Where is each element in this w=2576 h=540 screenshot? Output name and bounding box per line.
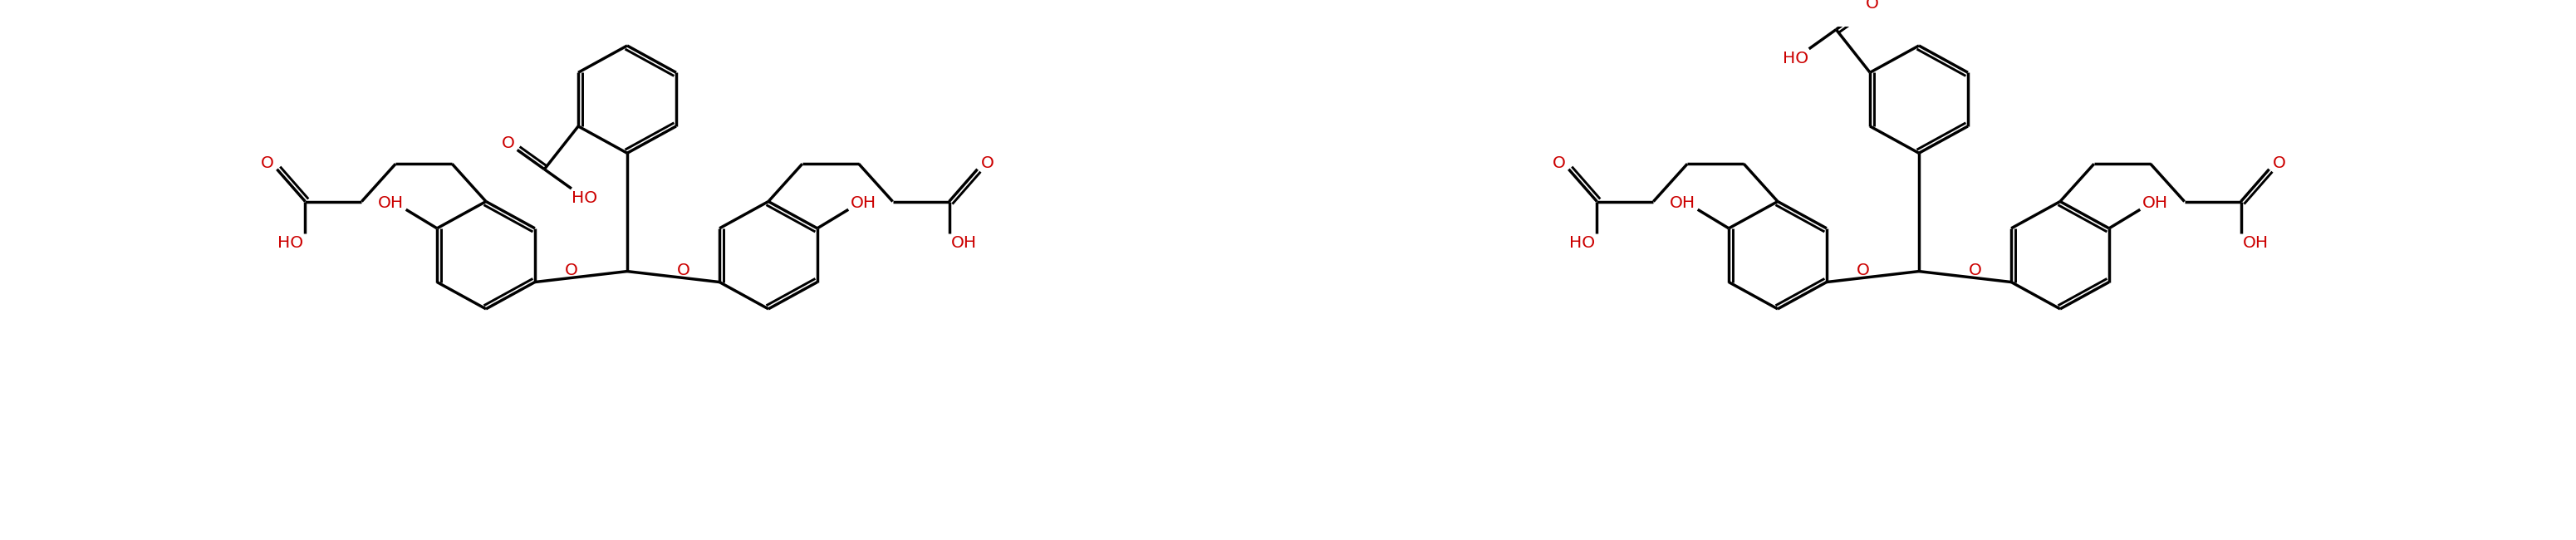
Text: HO: HO bbox=[278, 235, 304, 251]
Text: OH: OH bbox=[1669, 195, 1695, 211]
Text: O: O bbox=[564, 262, 577, 278]
Text: OH: OH bbox=[2143, 195, 2169, 211]
Text: HO: HO bbox=[1783, 50, 1808, 66]
Text: HO: HO bbox=[1569, 235, 1595, 251]
Text: OH: OH bbox=[951, 235, 976, 251]
Text: O: O bbox=[1857, 262, 1870, 278]
Text: OH: OH bbox=[850, 195, 876, 211]
Text: O: O bbox=[260, 155, 273, 171]
Text: OH: OH bbox=[2244, 235, 2269, 251]
Text: O: O bbox=[981, 155, 994, 171]
Text: O: O bbox=[1865, 0, 1878, 11]
Text: O: O bbox=[502, 136, 515, 151]
Text: O: O bbox=[1553, 155, 1566, 171]
Text: OH: OH bbox=[379, 195, 404, 211]
Text: O: O bbox=[677, 262, 690, 278]
Text: O: O bbox=[2272, 155, 2285, 171]
Text: O: O bbox=[1968, 262, 1981, 278]
Text: HO: HO bbox=[572, 190, 598, 206]
